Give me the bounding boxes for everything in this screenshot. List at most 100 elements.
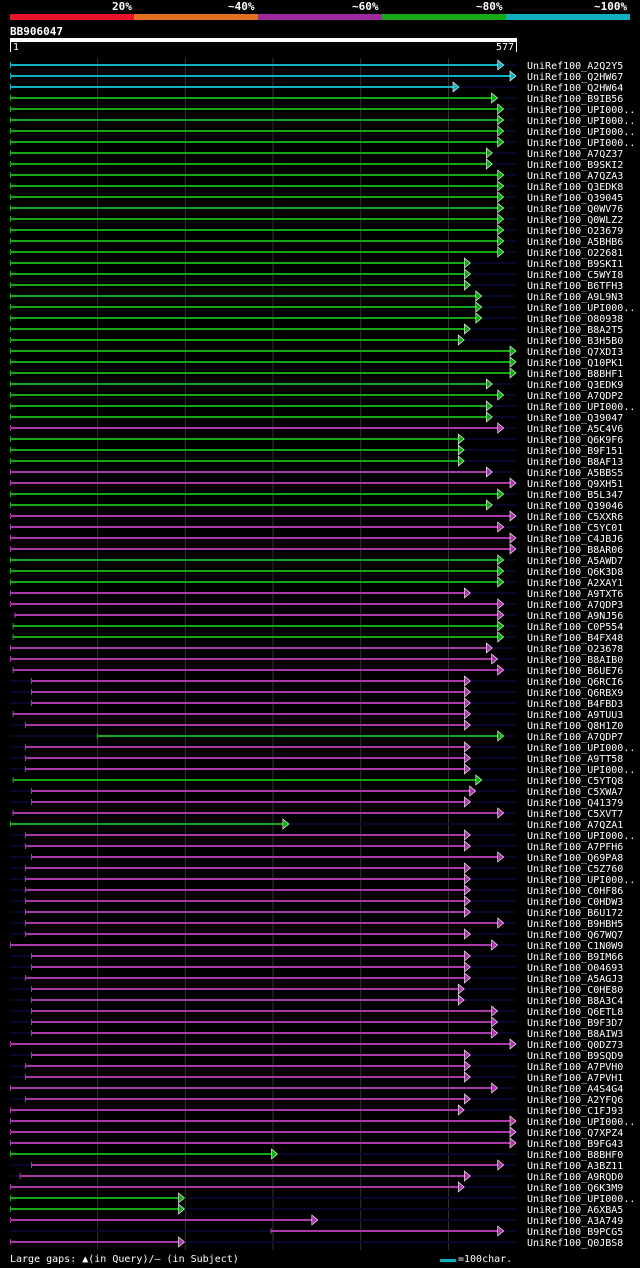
hit-arrowhead (491, 1082, 499, 1094)
hit-bar (24, 834, 466, 836)
hit-start-tick (12, 634, 14, 640)
hit-arrowhead (497, 389, 505, 401)
hit-bar (10, 350, 511, 352)
hit-label: UniRef100_C5XVT7 (527, 809, 623, 820)
hit-bar (10, 383, 488, 385)
hit-start-tick (10, 62, 11, 68)
hit-start-tick (10, 579, 11, 585)
hit-bar (24, 757, 466, 759)
hit-label: UniRef100_Q6K9F6 (527, 435, 623, 446)
hit-label: UniRef100_B9HBH5 (527, 919, 623, 930)
hit-label: UniRef100_Q2HW67 (527, 72, 623, 83)
hit-bar (12, 713, 466, 715)
hit-arrowhead (497, 213, 505, 225)
hit-bar (10, 515, 511, 517)
hit-label: UniRef100_C5YC01 (527, 523, 623, 534)
hit-label: UniRef100_Q67WQ7 (527, 930, 623, 941)
hit-bar (10, 196, 499, 198)
hit-bar (24, 900, 466, 902)
legend-swatch-100 (506, 14, 630, 20)
hit-label: UniRef100_B9SKI1 (527, 259, 623, 270)
hit-bar (10, 1142, 511, 1144)
hit-label: UniRef100_Q7XPZ4 (527, 1128, 623, 1139)
hit-bar (31, 1032, 493, 1034)
hit-arrowhead (509, 510, 517, 522)
legend-swatch-60 (258, 14, 382, 20)
hit-label: UniRef100_A2XAY1 (527, 578, 623, 589)
hit-bar (10, 108, 499, 110)
hit-arrowhead (497, 664, 505, 676)
hit-bar (10, 603, 499, 605)
hit-arrowhead (452, 81, 460, 93)
hit-label: UniRef100_Q7XDI3 (527, 347, 623, 358)
hit-bar (10, 394, 499, 396)
hit-bar (10, 823, 284, 825)
legend-label-20: 20% (112, 0, 132, 13)
hit-bar (31, 680, 466, 682)
hit-start-tick (10, 370, 11, 376)
hit-label: UniRef100_UPI000.. (527, 105, 635, 116)
hit-arrowhead (486, 400, 493, 412)
hit-start-tick (31, 678, 33, 684)
hit-arrowhead (497, 565, 505, 577)
hit-start-tick (10, 601, 11, 607)
hit-start-tick (24, 722, 26, 728)
hit-label: UniRef100_B9IM66 (527, 952, 623, 963)
hit-bar (10, 339, 460, 341)
hit-label: UniRef100_Q6K3D8 (527, 567, 623, 578)
hit-bar (31, 691, 466, 693)
hit-bar (10, 438, 460, 440)
hit-start-tick (31, 788, 33, 794)
hit-start-tick (24, 1096, 26, 1102)
hit-arrowhead (497, 169, 505, 181)
hit-arrowhead (464, 763, 471, 775)
hit-start-tick (10, 238, 11, 244)
hit-label: UniRef100_UPI000.. (527, 402, 635, 413)
hit-label: UniRef100_C4JBJ6 (527, 534, 623, 545)
hit-bar (24, 911, 466, 913)
hit-label: UniRef100_UPI000.. (527, 743, 635, 754)
hit-start-tick (10, 656, 11, 662)
hit-bar (10, 570, 499, 572)
hit-arrowhead (497, 191, 505, 203)
hit-bar (14, 614, 499, 616)
hit-label: UniRef100_Q39045 (527, 193, 623, 204)
hit-start-tick (10, 128, 11, 134)
hit-bar (10, 372, 511, 374)
hit-label: UniRef100_A9L9N3 (527, 292, 623, 303)
hit-arrowhead (464, 1049, 471, 1061)
hit-arrowhead (464, 257, 471, 269)
legend-swatch-20 (10, 14, 134, 20)
hit-arrowhead (497, 136, 505, 148)
hit-label: UniRef100_Q8H1Z0 (527, 721, 623, 732)
hit-label: UniRef100_B6TFH3 (527, 281, 623, 292)
hit-bar (10, 427, 499, 429)
hit-start-tick (10, 414, 11, 420)
hit-arrowhead (497, 1225, 505, 1237)
hit-arrowhead (475, 301, 483, 313)
query-ruler (10, 38, 517, 42)
hit-label: UniRef100_B8AIW3 (527, 1029, 623, 1040)
hit-label: UniRef100_A5AGJ3 (527, 974, 623, 985)
hit-bar (10, 262, 466, 264)
hit-start-tick (10, 1140, 11, 1146)
hit-label: UniRef100_B9F3D7 (527, 1018, 623, 1029)
hit-arrowhead (509, 1137, 517, 1149)
hit-bar (31, 966, 466, 968)
hit-start-tick (10, 491, 11, 497)
hit-arrowhead (497, 202, 505, 214)
hit-start-tick (12, 777, 14, 783)
hit-bar (31, 988, 460, 990)
hit-bar (24, 867, 466, 869)
hit-label: UniRef100_B8AF13 (527, 457, 623, 468)
hit-bar (10, 174, 499, 176)
hit-arrowhead (457, 994, 465, 1006)
hit-label: UniRef100_A9NJ56 (527, 611, 623, 622)
hit-start-tick (10, 480, 11, 486)
hit-bar (10, 471, 488, 473)
hit-label: UniRef100_B8BHF0 (527, 1150, 623, 1161)
hit-arrowhead (475, 290, 483, 302)
hit-start-tick (10, 1107, 11, 1113)
hit-start-tick (31, 953, 33, 959)
hit-label: UniRef100_Q6ETL8 (527, 1007, 623, 1018)
